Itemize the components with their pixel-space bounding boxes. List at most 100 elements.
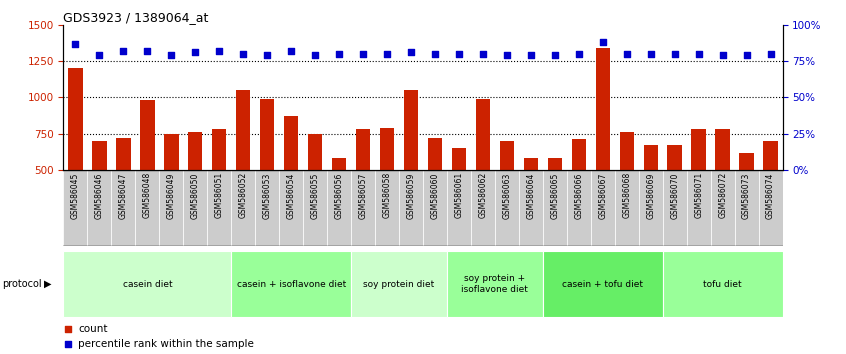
- Bar: [140, 100, 155, 242]
- Bar: [452, 148, 466, 242]
- Point: [332, 51, 346, 57]
- Bar: [543, 251, 662, 317]
- Bar: [236, 90, 250, 242]
- Bar: [92, 141, 107, 242]
- Bar: [763, 141, 777, 242]
- Point: [380, 51, 393, 57]
- Text: GSM586062: GSM586062: [479, 172, 487, 218]
- Text: GSM586049: GSM586049: [167, 172, 176, 218]
- Text: GSM586072: GSM586072: [718, 172, 727, 218]
- Point: [117, 48, 130, 54]
- Point: [356, 51, 370, 57]
- Point: [716, 52, 729, 58]
- Text: GSM586068: GSM586068: [623, 172, 631, 218]
- Bar: [687, 170, 711, 246]
- Text: GSM586059: GSM586059: [407, 172, 415, 218]
- Text: ▶: ▶: [44, 279, 52, 289]
- Bar: [500, 141, 514, 242]
- Bar: [112, 170, 135, 246]
- Bar: [447, 251, 543, 317]
- Point: [69, 41, 82, 46]
- Bar: [739, 153, 754, 242]
- Text: GSM586054: GSM586054: [287, 172, 295, 218]
- Bar: [716, 129, 730, 242]
- Text: GSM586050: GSM586050: [191, 172, 200, 218]
- Text: casein + isoflavone diet: casein + isoflavone diet: [237, 280, 346, 289]
- Bar: [734, 170, 759, 246]
- Bar: [543, 170, 567, 246]
- Bar: [596, 48, 610, 242]
- Text: GSM586056: GSM586056: [335, 172, 343, 218]
- Text: GDS3923 / 1389064_at: GDS3923 / 1389064_at: [63, 11, 209, 24]
- Bar: [639, 170, 662, 246]
- Bar: [662, 170, 687, 246]
- Point: [572, 51, 585, 57]
- Bar: [471, 170, 495, 246]
- Bar: [759, 170, 783, 246]
- Point: [404, 50, 418, 55]
- Bar: [308, 133, 322, 242]
- Bar: [567, 170, 591, 246]
- Bar: [356, 129, 371, 242]
- Text: GSM586045: GSM586045: [71, 172, 80, 218]
- Point: [644, 51, 657, 57]
- Bar: [475, 99, 490, 242]
- Point: [500, 52, 514, 58]
- Text: GSM586053: GSM586053: [263, 172, 272, 218]
- Text: GSM586047: GSM586047: [119, 172, 128, 218]
- Bar: [87, 170, 112, 246]
- Point: [140, 48, 154, 54]
- Bar: [447, 170, 471, 246]
- Text: GSM586071: GSM586071: [695, 172, 703, 218]
- Bar: [351, 251, 447, 317]
- Point: [288, 273, 302, 278]
- Text: GSM586048: GSM586048: [143, 172, 151, 218]
- Text: GSM586066: GSM586066: [574, 172, 583, 218]
- Point: [548, 52, 562, 58]
- Bar: [255, 170, 279, 246]
- Bar: [159, 170, 184, 246]
- Bar: [69, 68, 83, 242]
- Bar: [380, 128, 394, 242]
- Text: protocol: protocol: [2, 279, 41, 289]
- Text: GSM586052: GSM586052: [239, 172, 248, 218]
- Text: casein + tofu diet: casein + tofu diet: [563, 280, 643, 289]
- Point: [189, 50, 202, 55]
- Bar: [327, 170, 351, 246]
- Point: [620, 51, 634, 57]
- Bar: [711, 170, 734, 246]
- Bar: [164, 133, 179, 242]
- Bar: [284, 116, 299, 242]
- Text: GSM586055: GSM586055: [310, 172, 320, 218]
- Text: casein diet: casein diet: [123, 280, 172, 289]
- Text: GSM586046: GSM586046: [95, 172, 104, 218]
- Text: soy protein diet: soy protein diet: [364, 280, 435, 289]
- Text: GSM586074: GSM586074: [766, 172, 775, 218]
- Bar: [691, 129, 706, 242]
- Bar: [207, 170, 231, 246]
- Bar: [399, 170, 423, 246]
- Text: GSM586073: GSM586073: [742, 172, 751, 218]
- Bar: [667, 145, 682, 242]
- Bar: [63, 251, 231, 317]
- Point: [308, 52, 321, 58]
- Bar: [547, 158, 562, 242]
- Point: [692, 51, 706, 57]
- Bar: [423, 170, 447, 246]
- Point: [212, 48, 226, 54]
- Text: tofu diet: tofu diet: [703, 280, 742, 289]
- Bar: [375, 170, 399, 246]
- Bar: [591, 170, 615, 246]
- Bar: [184, 170, 207, 246]
- Point: [236, 51, 250, 57]
- Bar: [519, 170, 543, 246]
- Bar: [351, 170, 375, 246]
- Text: GSM586070: GSM586070: [670, 172, 679, 218]
- Point: [452, 51, 465, 57]
- Point: [667, 51, 681, 57]
- Text: GSM586061: GSM586061: [454, 172, 464, 218]
- Text: GSM586069: GSM586069: [646, 172, 655, 218]
- Point: [476, 51, 490, 57]
- Bar: [63, 170, 87, 246]
- Bar: [212, 129, 227, 242]
